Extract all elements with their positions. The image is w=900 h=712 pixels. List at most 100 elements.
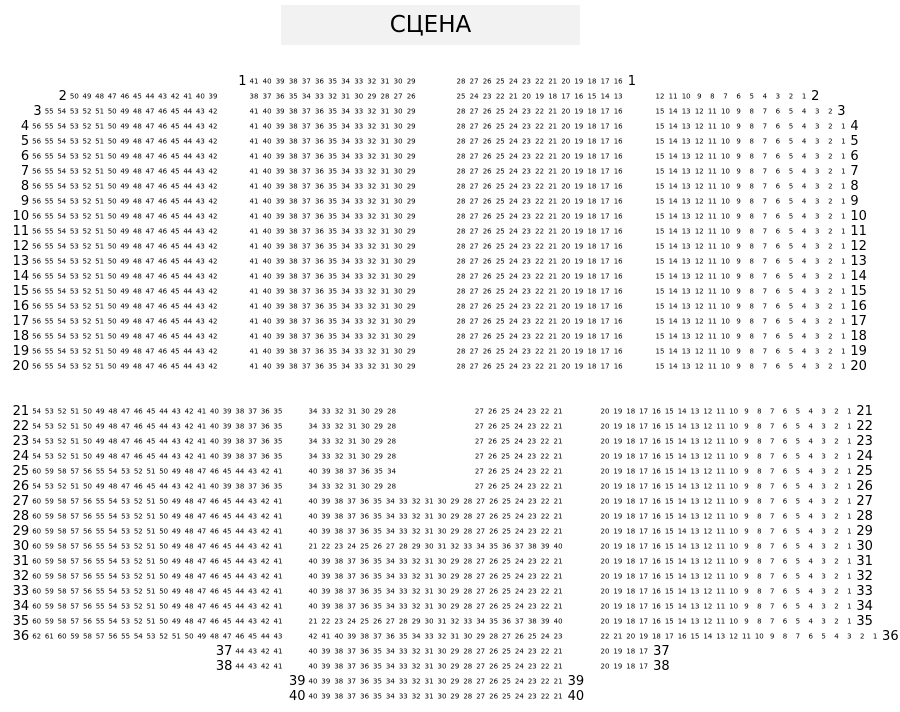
seat[interactable]: 41 [197, 452, 207, 461]
seat[interactable]: 15 [655, 227, 665, 236]
seat[interactable]: 9 [744, 572, 749, 581]
seat[interactable]: 34 [341, 287, 351, 296]
seat[interactable]: 25 [456, 92, 466, 101]
seat[interactable]: 36 [360, 647, 370, 656]
seat[interactable]: 27 [476, 572, 486, 581]
seat[interactable]: 59 [44, 497, 54, 506]
seat[interactable]: 39 [321, 692, 331, 701]
seat[interactable]: 40 [308, 512, 318, 521]
seat[interactable]: 16 [651, 437, 661, 446]
seat[interactable]: 46 [210, 557, 219, 566]
seat[interactable]: 20 [561, 257, 571, 266]
seat[interactable]: 46 [133, 452, 143, 461]
seat[interactable]: 13 [690, 452, 700, 461]
seat[interactable]: 16 [613, 227, 623, 236]
seat[interactable]: 44 [183, 107, 193, 116]
seat[interactable]: 17 [639, 512, 649, 521]
seat[interactable]: 8 [749, 242, 754, 251]
seat[interactable]: 27 [476, 512, 486, 521]
seat[interactable]: 37 [301, 302, 311, 311]
seat[interactable]: 24 [514, 557, 524, 566]
seat[interactable]: 31 [424, 497, 434, 506]
seat[interactable]: 11 [707, 212, 717, 221]
seat[interactable]: 51 [95, 332, 105, 341]
seat[interactable]: 25 [360, 617, 370, 626]
seat[interactable]: 26 [482, 122, 492, 131]
seat[interactable]: 1 [841, 302, 846, 311]
seat[interactable]: 7 [762, 347, 768, 356]
seat[interactable]: 8 [757, 407, 762, 416]
seat[interactable]: 4 [808, 437, 813, 446]
seat[interactable]: 26 [489, 677, 499, 686]
seat[interactable]: 49 [95, 407, 105, 416]
seat[interactable]: 27 [385, 542, 395, 551]
seat[interactable]: 48 [132, 107, 142, 116]
seat[interactable]: 14 [677, 512, 687, 521]
seat[interactable]: 45 [222, 512, 232, 521]
seat[interactable]: 2 [859, 632, 865, 641]
seat[interactable]: 38 [235, 482, 245, 491]
seat[interactable]: 28 [387, 407, 397, 416]
seat[interactable]: 28 [456, 212, 466, 221]
seat[interactable]: 26 [482, 212, 492, 221]
seat[interactable]: 36 [360, 677, 370, 686]
seat[interactable]: 45 [170, 107, 180, 116]
seat[interactable]: 15 [655, 137, 665, 146]
seat[interactable]: 44 [159, 407, 169, 416]
seat[interactable]: 23 [527, 437, 537, 446]
seat[interactable]: 47 [145, 347, 155, 356]
seat[interactable]: 46 [158, 227, 168, 236]
seat[interactable]: 40 [308, 587, 318, 596]
seat[interactable]: 49 [120, 167, 130, 176]
seat[interactable]: 15 [655, 302, 665, 311]
seat[interactable]: 24 [514, 647, 524, 656]
seat[interactable]: 39 [275, 362, 285, 371]
seat[interactable]: 38 [288, 137, 298, 146]
seat[interactable]: 45 [222, 527, 232, 536]
seat[interactable]: 28 [456, 122, 466, 131]
seat[interactable]: 24 [514, 527, 524, 536]
seat[interactable]: 23 [522, 257, 531, 266]
seat[interactable]: 7 [723, 92, 728, 101]
seat[interactable]: 44 [235, 527, 245, 536]
seat[interactable]: 25 [495, 197, 505, 206]
seat[interactable]: 52 [133, 617, 143, 626]
seat[interactable]: 30 [393, 242, 403, 251]
seat[interactable]: 49 [171, 557, 181, 566]
seat[interactable]: 21 [553, 662, 563, 671]
seat[interactable]: 46 [158, 182, 168, 191]
seat[interactable]: 43 [248, 602, 258, 611]
seat[interactable]: 5 [795, 467, 801, 476]
seat[interactable]: 59 [44, 467, 54, 476]
seat[interactable]: 23 [522, 77, 531, 86]
seat[interactable]: 38 [288, 107, 298, 116]
seat[interactable]: 32 [411, 512, 421, 521]
seat[interactable]: 54 [108, 512, 118, 521]
seat[interactable]: 14 [677, 572, 687, 581]
seat[interactable]: 32 [367, 317, 377, 326]
seat[interactable]: 26 [482, 347, 492, 356]
seat[interactable]: 35 [373, 647, 382, 656]
seat[interactable]: 58 [57, 557, 67, 566]
seat[interactable]: 18 [626, 482, 636, 491]
seat[interactable]: 35 [328, 122, 338, 131]
seat[interactable]: 24 [508, 212, 518, 221]
seat[interactable]: 50 [159, 542, 169, 551]
seat[interactable]: 33 [398, 497, 408, 506]
seat[interactable]: 28 [489, 632, 499, 641]
seat[interactable]: 10 [729, 557, 739, 566]
seat[interactable]: 30 [393, 137, 403, 146]
seat[interactable]: 16 [651, 512, 661, 521]
seat[interactable]: 13 [690, 587, 700, 596]
seat[interactable]: 15 [664, 542, 674, 551]
seat[interactable]: 57 [70, 542, 80, 551]
seat[interactable]: 24 [514, 587, 524, 596]
seat[interactable]: 53 [121, 542, 131, 551]
seat[interactable]: 27 [469, 77, 479, 86]
seat[interactable]: 35 [373, 662, 382, 671]
seat[interactable]: 41 [273, 467, 283, 476]
seat[interactable]: 25 [495, 362, 505, 371]
seat[interactable]: 2 [834, 602, 839, 611]
seat[interactable]: 30 [393, 332, 403, 341]
seat[interactable]: 46 [158, 287, 168, 296]
